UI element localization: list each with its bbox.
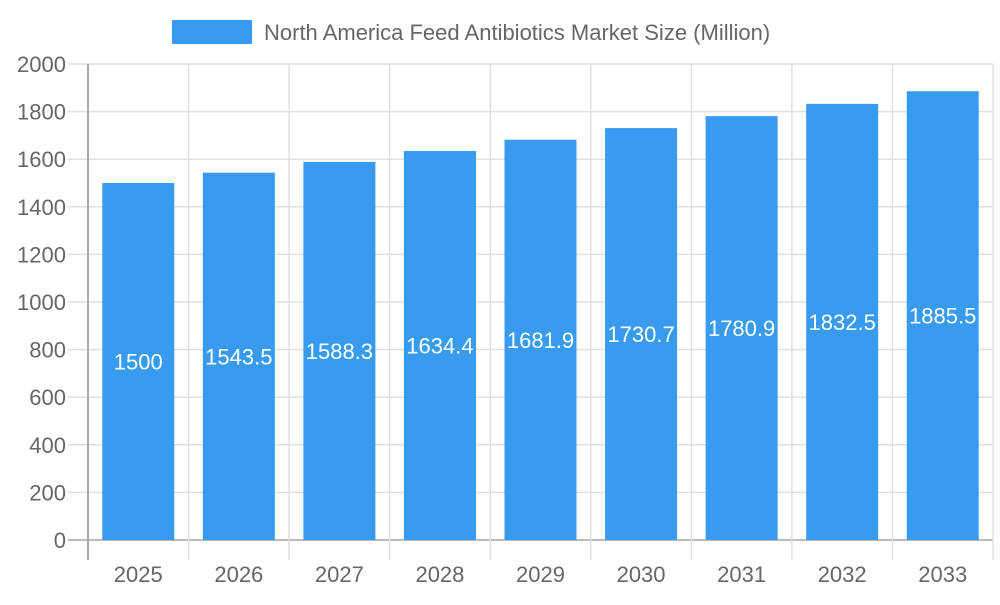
x-tick-label: 2027: [315, 562, 364, 587]
bar: [303, 161, 376, 540]
x-tick-label: 2032: [818, 562, 867, 587]
y-tick-label: 400: [29, 433, 66, 458]
data-label: 1588.3: [306, 339, 373, 364]
data-label: 1543.5: [205, 344, 272, 369]
y-tick-label: 1600: [17, 147, 66, 172]
data-label: 1681.9: [507, 328, 574, 353]
y-tick-label: 600: [29, 385, 66, 410]
y-tick-label: 2000: [17, 52, 66, 77]
bar: [403, 151, 476, 540]
data-label: 1885.5: [909, 304, 976, 329]
y-tick-label: 1800: [17, 100, 66, 125]
bar: [605, 128, 678, 541]
axes: 0 200 400 600 800 1000 1200 1400 1600 1800 2000 202…: [17, 52, 967, 587]
bars: 1500 1543.5 1588.3 1634.4 1681.9 1730.7 1780.9…: [102, 91, 979, 541]
x-tick-label: 2026: [214, 562, 263, 587]
legend-label: North America Feed Antibiotics Market Si…: [264, 20, 770, 45]
y-tick-label: 800: [29, 338, 66, 363]
x-tick-label: 2031: [717, 562, 766, 587]
data-label: 1832.5: [809, 310, 876, 335]
legend-swatch: [172, 20, 252, 44]
bar: [102, 183, 175, 540]
data-label: 1730.7: [607, 322, 674, 347]
x-tick-label: 2028: [415, 562, 464, 587]
legend[interactable]: North America Feed Antibiotics Market Si…: [172, 20, 770, 45]
y-tick-label: 200: [29, 480, 66, 505]
bar: [806, 103, 879, 541]
data-label: 1780.9: [708, 316, 775, 341]
x-tick-label: 2033: [918, 562, 967, 587]
x-tick-label: 2030: [617, 562, 666, 587]
bar: [504, 139, 577, 540]
y-tick-label: 1400: [17, 195, 66, 220]
data-label: 1500: [114, 350, 163, 375]
x-tick-label: 2029: [516, 562, 565, 587]
bar: [906, 91, 979, 540]
y-tick-label: 0: [54, 528, 66, 553]
y-tick-label: 1000: [17, 290, 66, 315]
bar: [705, 116, 778, 540]
y-tick-label: 1200: [17, 242, 66, 267]
bar: [202, 172, 275, 540]
data-label: 1634.4: [406, 334, 473, 359]
x-tick-label: 2025: [114, 562, 163, 587]
